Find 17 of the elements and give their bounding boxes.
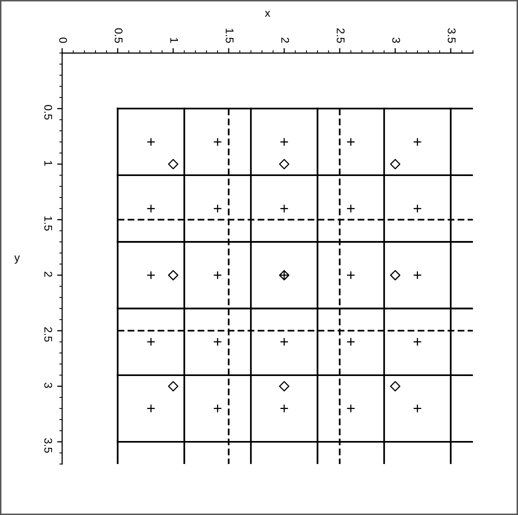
x-tick-label: 2	[281, 38, 290, 43]
x-tick-label: 2.5	[336, 28, 345, 43]
y-tick-label: 0.5	[44, 104, 52, 120]
y-tick-label: 2	[44, 272, 52, 277]
x-tick-label: 3	[392, 38, 400, 43]
y-tick-label: 1.5	[44, 216, 52, 231]
x-tick-label: 1.5	[226, 28, 234, 43]
y-tick-label: 3	[44, 382, 52, 388]
y-tick-label: 2.5	[44, 327, 52, 342]
y-tick-label: 1	[44, 160, 52, 166]
y-tick-label: 3.5	[44, 438, 52, 453]
x-tick-label: 0	[59, 38, 68, 43]
x-tick-label: 0.5	[114, 28, 123, 43]
y-axis-title: y	[14, 256, 20, 264]
x-axis-title: x	[264, 10, 270, 17]
x-tick-label: 3.5	[448, 28, 456, 43]
x-tick-label: 1	[170, 38, 178, 43]
